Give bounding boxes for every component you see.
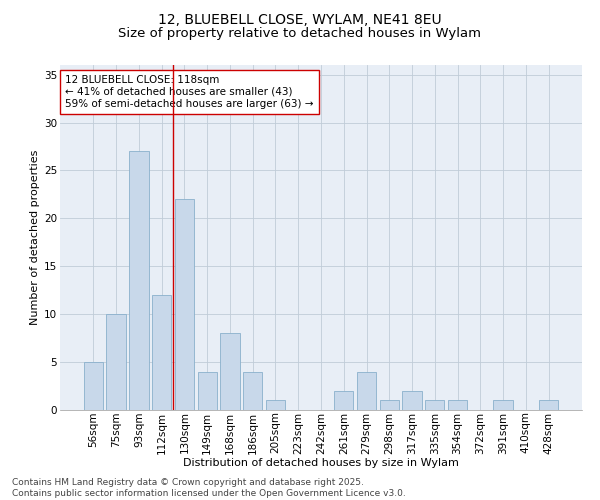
Bar (266, 400, 285, 410)
Text: Size of property relative to detached houses in Wylam: Size of property relative to detached ho… (119, 28, 482, 40)
Bar (220, 334, 239, 410)
Bar (197, 372, 217, 410)
Bar (425, 400, 445, 410)
Bar (539, 400, 558, 410)
Text: 12, BLUEBELL CLOSE, WYLAM, NE41 8EU: 12, BLUEBELL CLOSE, WYLAM, NE41 8EU (158, 12, 442, 26)
Bar (380, 400, 399, 410)
X-axis label: Distribution of detached houses by size in Wylam: Distribution of detached houses by size … (183, 458, 459, 468)
Text: 12 BLUEBELL CLOSE: 118sqm
← 41% of detached houses are smaller (43)
59% of semi-: 12 BLUEBELL CLOSE: 118sqm ← 41% of detac… (65, 76, 314, 108)
Bar (106, 314, 126, 410)
Y-axis label: Number of detached properties: Number of detached properties (30, 150, 40, 325)
Bar (334, 391, 353, 410)
Bar (84, 362, 103, 410)
Bar (129, 152, 149, 410)
Bar (493, 400, 513, 410)
Bar (403, 391, 422, 410)
Bar (448, 400, 467, 410)
Bar (175, 199, 194, 410)
Text: Contains HM Land Registry data © Crown copyright and database right 2025.
Contai: Contains HM Land Registry data © Crown c… (12, 478, 406, 498)
Bar (152, 295, 172, 410)
Bar (357, 372, 376, 410)
Bar (243, 372, 262, 410)
